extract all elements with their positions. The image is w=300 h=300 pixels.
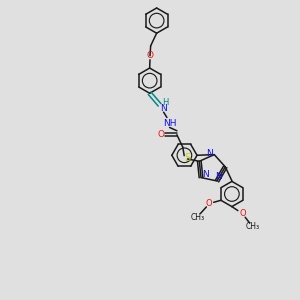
Text: N: N: [160, 104, 167, 113]
Text: N: N: [206, 149, 213, 158]
Text: N: N: [202, 170, 209, 179]
Text: O: O: [146, 51, 154, 60]
Text: O: O: [239, 209, 246, 218]
Text: CH₃: CH₃: [191, 213, 205, 222]
Text: S: S: [184, 153, 190, 163]
Text: N: N: [215, 172, 222, 181]
Text: CH₃: CH₃: [246, 222, 260, 231]
Text: H: H: [162, 98, 169, 107]
Text: NH: NH: [163, 119, 176, 128]
Text: O: O: [157, 130, 164, 139]
Text: O: O: [205, 199, 212, 208]
